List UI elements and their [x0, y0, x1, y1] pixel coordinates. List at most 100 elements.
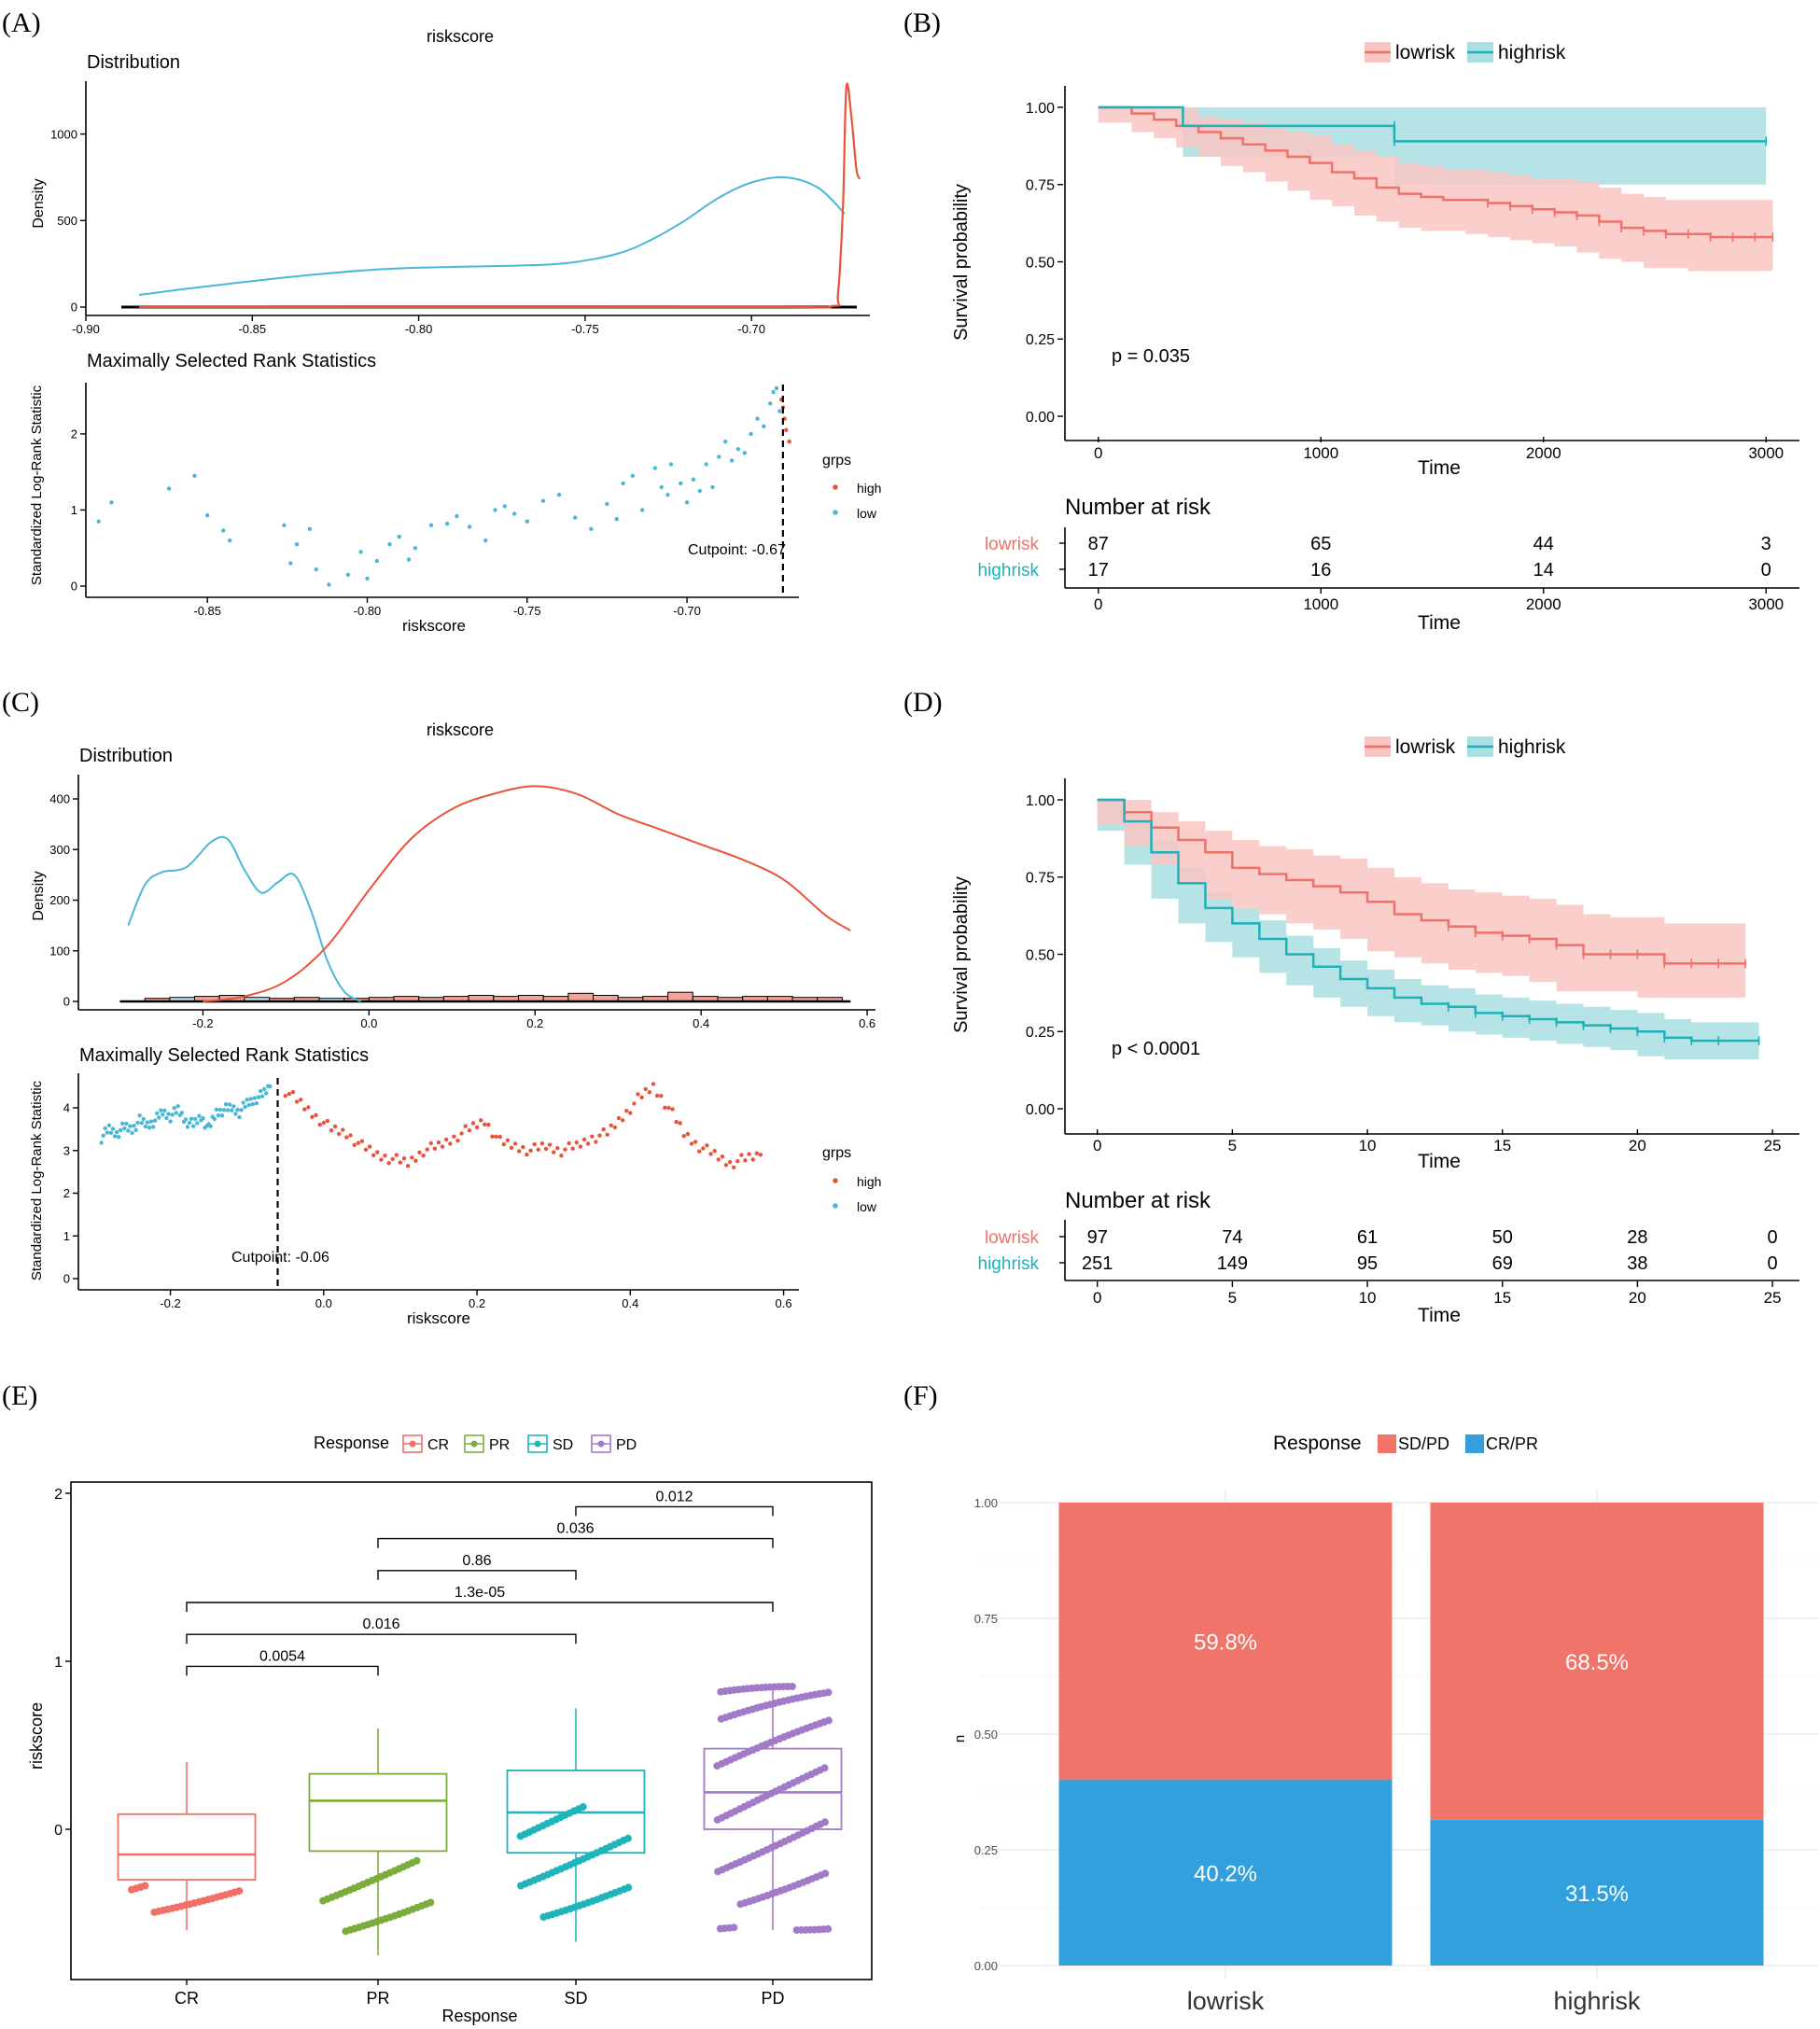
b-ticks: 0 1000 2000 3000 0.00 0.25 0.50 0.75 1.00 [1026, 101, 1784, 462]
c-rank-point-high [666, 1105, 671, 1111]
ci-band-lowrisk [1098, 107, 1773, 272]
c-rank-xtick-label: 0.4 [622, 1296, 638, 1310]
c-rank-point-high [512, 1141, 518, 1146]
c-density-ytick-label: 0 [63, 995, 70, 1009]
c-rank-point-high [585, 1141, 591, 1146]
e-point-cr [141, 1882, 149, 1890]
c-rank-point-high [509, 1145, 514, 1151]
e-comparison-pvalue: 0.016 [362, 1616, 399, 1632]
c-rank-point-low [183, 1117, 189, 1122]
c-rank-point-high [654, 1093, 660, 1098]
c-rank-point-high [605, 1132, 609, 1138]
a-density-ytick-label: 1000 [50, 127, 77, 141]
c-legend-high-swatch [833, 1178, 838, 1183]
c-rank-point-high [455, 1139, 460, 1143]
c-rank-point-high [459, 1131, 464, 1136]
c-rank-point-high [452, 1134, 456, 1139]
a-rank-point-low [605, 501, 609, 507]
b-ytick-label: 0.00 [1026, 410, 1055, 426]
a-rank-point-low [493, 508, 497, 512]
c-rank-point-high [505, 1138, 511, 1143]
c-rank-point-low [195, 1121, 200, 1126]
c-rank-point-low [231, 1104, 236, 1109]
c-rank-point-low [152, 1118, 158, 1123]
f-bar-sdpd-highrisk [1430, 1503, 1764, 1820]
a-legend-title: grps [822, 453, 851, 469]
e-point-pr [413, 1856, 421, 1865]
c-density-ytick-label: 300 [49, 843, 70, 857]
c-rank-point-high [394, 1153, 399, 1157]
risk-count-highrisk: 17 [1088, 560, 1109, 581]
a-rank-point-low [679, 481, 683, 486]
f-label-sdpd-highrisk: 68.5% [1565, 1650, 1629, 1675]
f-ytick-label: 0.25 [974, 1843, 998, 1857]
c-histogram [119, 991, 851, 1003]
c-rank-ytick-label: 4 [63, 1101, 70, 1115]
a-rank-point-low [483, 538, 488, 543]
c-rank-point-low [259, 1094, 265, 1098]
b-risk-row-highrisk: highrisk [978, 561, 1040, 581]
c-rank-point-high [594, 1140, 598, 1144]
c-density-high-curve [203, 785, 851, 1002]
a-rank-point-low [774, 385, 779, 391]
c-rank-point-high [501, 1141, 506, 1147]
a-rank-point-low [573, 515, 578, 520]
c-rank-point-low [120, 1121, 125, 1126]
b-risk-title: Number at risk [1065, 495, 1211, 520]
c-legend-low-label: low [857, 1199, 877, 1214]
a-rank-point-low [749, 431, 753, 437]
e-ylabel: riskscore [27, 1702, 46, 1770]
panel-label-a: (A) [2, 7, 41, 38]
c-rank-point-low [175, 1104, 180, 1109]
c-rank-point-high [321, 1120, 326, 1126]
c-rank-point-high [294, 1099, 300, 1104]
a-rank-point-low [288, 561, 293, 566]
a-rank-ytick-label: 0 [71, 580, 77, 594]
e-ytick-label: 1 [54, 1655, 63, 1671]
c-rank-point-high [701, 1146, 706, 1151]
a-rank-point-low [556, 493, 562, 497]
c-rank-point-high [479, 1118, 483, 1123]
c-rank-point-high [302, 1107, 307, 1112]
c-rank-point-low [133, 1127, 138, 1133]
c-rank-point-high [543, 1146, 549, 1152]
c-rank-point-low [172, 1106, 176, 1111]
c-rank-point-high [363, 1147, 369, 1153]
a-rank-ticks: -0.85 -0.80 -0.75 -0.70 0 1 2 [71, 427, 701, 618]
e-xtick-label: PR [366, 1989, 389, 2008]
e-comparison-pvalue: 0.86 [462, 1553, 491, 1569]
e-legend-dot-pd [597, 1440, 605, 1448]
a-rank-point-low [704, 462, 708, 467]
f-bar-sdpd-lowrisk [1058, 1503, 1393, 1780]
a-legend-high-label: high [857, 481, 881, 496]
d-ytick-label: 0.25 [1026, 1025, 1055, 1041]
c-rank-ticks: -0.2 0.0 0.2 0.4 0.6 0 1 2 3 4 [63, 1101, 792, 1310]
c-rank-point-high [632, 1101, 637, 1106]
c-rank-point-low [250, 1101, 255, 1107]
risk-xtick-label: 15 [1493, 1289, 1511, 1307]
a-rank-ylabel: Standardized Log-Rank Statistic [29, 385, 45, 585]
c-rank-point-low [161, 1112, 165, 1117]
a-rank-point-low [777, 409, 782, 413]
c-rank-point-low [130, 1130, 134, 1136]
c-rank-point-high [474, 1125, 480, 1130]
a-rank-point-low [668, 462, 674, 467]
c-rank-point-high [325, 1118, 330, 1124]
risk-xtick-label: 0 [1093, 1289, 1101, 1307]
c-rank-point-high [681, 1134, 686, 1139]
e-comparison-pvalue: 0.012 [655, 1489, 693, 1504]
risk-xtick-label: 1000 [1303, 595, 1338, 613]
c-rank-point-low [185, 1125, 190, 1129]
a-rank-point-low [96, 519, 101, 524]
b-legend-lowrisk: lowrisk [1395, 42, 1456, 63]
c-density-ytick-label: 200 [49, 893, 70, 907]
c-rank-point-low [137, 1113, 142, 1118]
c-rank-point-high [732, 1165, 736, 1170]
c-rank-point-high [750, 1157, 755, 1162]
e-point-pd [824, 1688, 833, 1697]
a-rank-point-low [397, 534, 401, 539]
c-rank-point-high [612, 1125, 618, 1130]
c-rank-point-low [108, 1130, 114, 1136]
a-density-xtick-label: -0.75 [571, 322, 599, 336]
e-point-pr [427, 1898, 435, 1907]
